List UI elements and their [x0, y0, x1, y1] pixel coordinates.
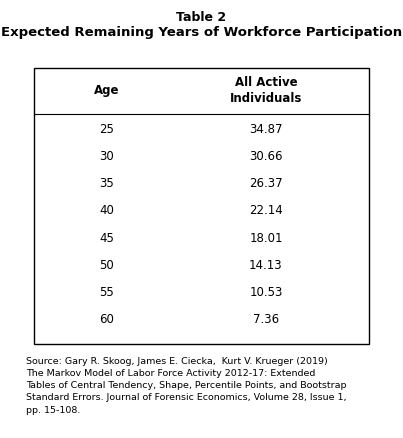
Text: Expected Remaining Years of Workforce Participation: Expected Remaining Years of Workforce Pa… — [1, 26, 402, 39]
Text: 25: 25 — [100, 123, 114, 136]
Text: Age: Age — [94, 85, 120, 97]
Text: 26.37: 26.37 — [249, 177, 283, 191]
Bar — [34, 68, 369, 344]
Text: 18.01: 18.01 — [249, 232, 283, 244]
Text: Source: Gary R. Skoog, James E. Ciecka,  Kurt V. Krueger (2019)
The Markov Model: Source: Gary R. Skoog, James E. Ciecka, … — [26, 357, 347, 415]
Text: 55: 55 — [100, 286, 114, 299]
Text: Table 2: Table 2 — [177, 11, 226, 24]
Text: 34.87: 34.87 — [249, 123, 283, 136]
Text: 60: 60 — [100, 313, 114, 326]
Text: 30: 30 — [100, 150, 114, 163]
Text: 40: 40 — [100, 205, 114, 217]
Text: 45: 45 — [100, 232, 114, 244]
Text: 14.13: 14.13 — [249, 258, 283, 272]
Text: 10.53: 10.53 — [249, 286, 283, 299]
Text: 50: 50 — [100, 258, 114, 272]
Text: 35: 35 — [100, 177, 114, 191]
Text: 22.14: 22.14 — [249, 205, 283, 217]
Text: 30.66: 30.66 — [249, 150, 283, 163]
Text: 7.36: 7.36 — [253, 313, 279, 326]
Text: All Active
Individuals: All Active Individuals — [230, 76, 302, 106]
